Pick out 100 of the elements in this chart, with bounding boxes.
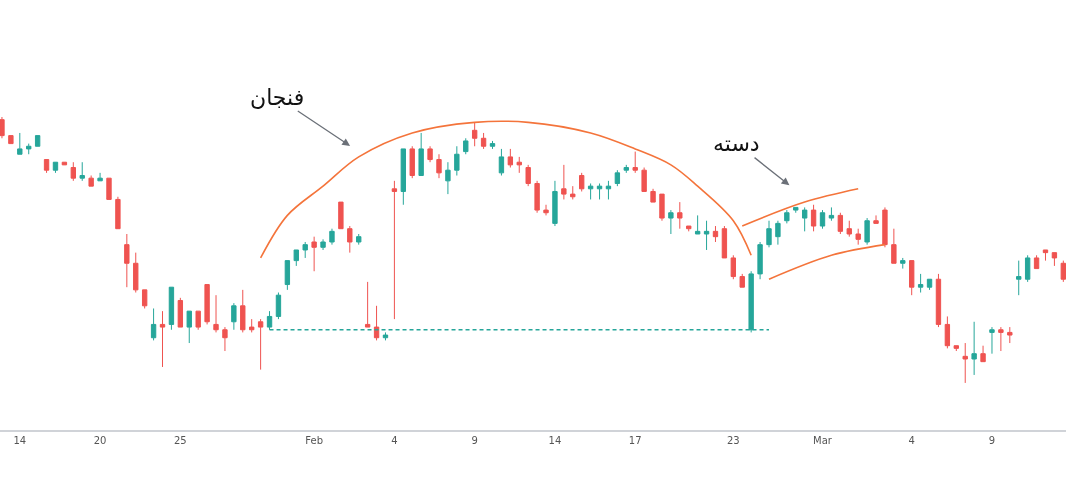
candlestick xyxy=(1033,254,1040,270)
candlestick xyxy=(159,310,166,368)
annotation: دسته xyxy=(713,131,760,156)
candlestick xyxy=(177,297,184,328)
candlestick xyxy=(471,121,478,147)
candlestick xyxy=(828,206,835,222)
candlestick xyxy=(373,305,380,341)
text: فنجان xyxy=(250,85,305,110)
candlestick xyxy=(632,151,638,174)
x-tick-label: 23 xyxy=(726,435,740,446)
candlestick xyxy=(793,206,799,214)
candlestick xyxy=(257,318,264,371)
candlestick xyxy=(97,172,103,182)
candlestick xyxy=(846,220,852,238)
candlestick xyxy=(739,273,745,288)
candlestick xyxy=(0,116,5,139)
candlestick xyxy=(900,257,906,270)
candlestick xyxy=(400,148,406,206)
candlestick xyxy=(1042,249,1049,262)
candlestick xyxy=(275,292,282,320)
candlestick xyxy=(641,167,647,192)
candlestick xyxy=(34,135,41,147)
candlestick xyxy=(570,185,576,200)
candlestick xyxy=(498,148,505,177)
candlestick xyxy=(79,161,85,182)
candlestick xyxy=(463,137,469,155)
candlestick xyxy=(284,260,291,291)
candlestick xyxy=(364,281,371,328)
candlestick xyxy=(579,172,585,192)
candlestick xyxy=(329,228,335,246)
candlestick xyxy=(1051,252,1058,267)
candlestick xyxy=(133,252,139,294)
candlestick xyxy=(721,225,728,259)
candlestick xyxy=(855,228,861,246)
candlestick xyxy=(489,140,496,150)
candlestick xyxy=(784,209,790,224)
candlestick xyxy=(561,164,567,200)
candlestick xyxy=(686,225,692,232)
candlestick xyxy=(43,159,50,174)
candlestick xyxy=(124,233,130,288)
candlestick xyxy=(730,254,737,280)
candlestick xyxy=(186,310,192,344)
candlestick xyxy=(766,220,772,248)
candlestick xyxy=(596,182,603,200)
candlestick xyxy=(677,201,683,230)
candlestick xyxy=(882,206,888,248)
candlestick xyxy=(240,289,246,333)
candlestick xyxy=(70,161,76,182)
candlestick xyxy=(195,310,201,331)
candlestick xyxy=(623,164,629,174)
candlestick xyxy=(409,145,415,179)
candlestick xyxy=(427,145,433,163)
candlestick xyxy=(347,225,353,254)
candlestick xyxy=(1024,254,1031,283)
candlestick xyxy=(52,161,59,174)
candlestick xyxy=(944,315,951,349)
x-tick-label: 9 xyxy=(988,435,996,446)
candlestick xyxy=(989,326,995,355)
candlestick xyxy=(168,286,175,331)
candlestick xyxy=(1060,260,1066,283)
candlestick xyxy=(26,143,32,155)
candlestick xyxy=(587,182,594,200)
candlestick xyxy=(757,241,763,280)
candlestick xyxy=(115,196,121,230)
candlestick xyxy=(864,217,870,246)
candlestick xyxy=(480,132,487,150)
candlestick xyxy=(311,236,317,272)
candlestick xyxy=(703,220,710,251)
candlestick xyxy=(971,321,977,376)
x-tick-label: 25 xyxy=(173,435,187,446)
candlestick xyxy=(605,180,612,200)
x-tick-label: 4 xyxy=(908,435,915,446)
candlestick xyxy=(516,156,522,174)
x-tick-label: 14 xyxy=(548,435,562,446)
candlestick xyxy=(801,206,808,232)
candlestick xyxy=(819,209,826,230)
candlestick xyxy=(17,132,23,155)
candlestick xyxy=(935,273,942,328)
candlestick xyxy=(204,284,210,325)
candlestick xyxy=(659,193,665,222)
candlestick xyxy=(507,148,514,169)
candlestick xyxy=(712,225,719,243)
candlestick xyxy=(891,228,897,264)
candlestick xyxy=(320,238,326,251)
candlestick xyxy=(8,135,14,145)
candlestick xyxy=(909,260,915,296)
candlestick xyxy=(810,204,817,232)
candlestick xyxy=(543,204,549,216)
candlestick xyxy=(552,180,558,227)
x-tick-label: 9 xyxy=(471,435,478,446)
candlestick xyxy=(694,214,701,235)
candlestick xyxy=(436,153,442,179)
x-tick-label: 4 xyxy=(391,435,398,446)
candlestick xyxy=(141,289,148,309)
candlestick xyxy=(837,212,844,235)
candlestick xyxy=(106,177,112,200)
candlestick xyxy=(525,164,531,187)
candlestick xyxy=(998,326,1004,352)
candlestick xyxy=(222,326,228,352)
candlestick xyxy=(391,180,398,320)
